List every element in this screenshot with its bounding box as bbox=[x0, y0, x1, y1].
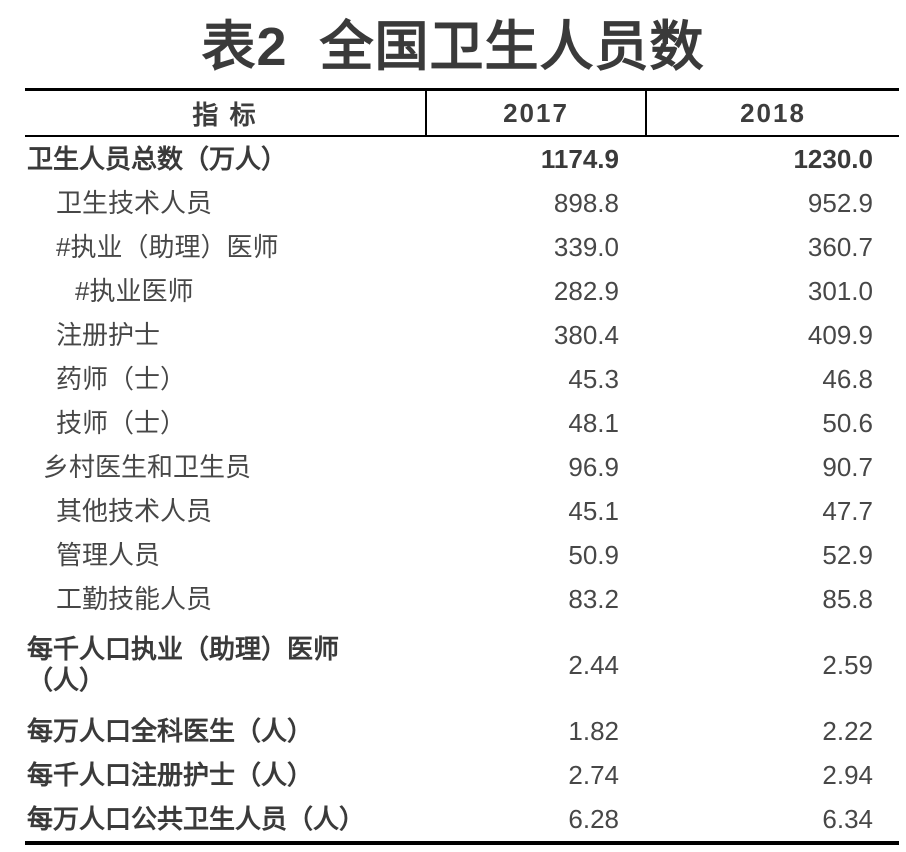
cell-2017-value: 2.44 bbox=[568, 649, 619, 680]
cell-2017-value: 45.3 bbox=[568, 363, 619, 394]
row-label: 每万人口公共卫生人员（人） bbox=[27, 803, 366, 834]
row-label: #执业（助理）医师 bbox=[56, 231, 279, 262]
cell-2018-value: 301.0 bbox=[807, 275, 873, 306]
table-row: 卫生技术人员 898.8 952.9 bbox=[25, 181, 899, 225]
health-personnel-table: 指 标 2017 2018 卫生人员总数（万人） 1174.9 1230.0 卫… bbox=[25, 88, 899, 845]
cell-2017-value: 48.1 bbox=[568, 407, 619, 438]
page-title: 表2 全国卫生人员数 bbox=[0, 2, 906, 81]
table-row: 每千人口执业（助理）医师 （人） 2.44 2.59 bbox=[25, 621, 899, 709]
row-label: 卫生人员总数（万人） bbox=[27, 143, 288, 174]
cell-2018-value: 47.7 bbox=[822, 495, 873, 526]
cell-2018-value: 1230.0 bbox=[793, 143, 873, 174]
table-row: 药师（士） 45.3 46.8 bbox=[25, 357, 899, 401]
cell-2017-value: 1174.9 bbox=[540, 143, 619, 174]
table-row: 卫生人员总数（万人） 1174.9 1230.0 bbox=[25, 137, 899, 181]
row-label: 管理人员 bbox=[56, 539, 161, 570]
row-label: 药师（士） bbox=[56, 363, 187, 394]
header-2018: 2018 bbox=[645, 91, 899, 135]
cell-2017-value: 83.2 bbox=[568, 583, 619, 614]
cell-2018-value: 409.9 bbox=[807, 319, 873, 350]
row-label: 其他技术人员 bbox=[56, 495, 213, 526]
cell-2017-value: 898.8 bbox=[553, 187, 619, 218]
cell-2018-value: 90.7 bbox=[822, 451, 873, 482]
cell-2018-value: 952.9 bbox=[807, 187, 873, 218]
cell-2017-value: 339.0 bbox=[553, 231, 619, 262]
table-body: 卫生人员总数（万人） 1174.9 1230.0 卫生技术人员 898.8 95… bbox=[25, 137, 899, 845]
title-prefix: 表2 bbox=[201, 17, 288, 77]
table-row: 工勤技能人员 83.2 85.8 bbox=[25, 577, 899, 621]
cell-2017-value: 282.9 bbox=[553, 275, 619, 306]
cell-2017-value: 96.9 bbox=[568, 451, 619, 482]
cell-2018-value: 50.6 bbox=[822, 407, 873, 438]
cell-2017-value: 1.82 bbox=[568, 715, 619, 746]
table-row: 乡村医生和卫生员 96.9 90.7 bbox=[25, 445, 899, 489]
table-row: 注册护士 380.4 409.9 bbox=[25, 313, 899, 357]
cell-2018-value: 46.8 bbox=[822, 363, 873, 394]
header-indicator: 指 标 bbox=[192, 99, 258, 130]
row-label: 技师（士） bbox=[56, 407, 187, 438]
cell-2017-value: 6.28 bbox=[568, 803, 619, 834]
row-label: 卫生技术人员 bbox=[56, 187, 213, 218]
table-row: 其他技术人员 45.1 47.7 bbox=[25, 489, 899, 533]
table-row: 每万人口公共卫生人员（人） 6.28 6.34 bbox=[25, 797, 899, 841]
row-label: 每千人口注册护士（人） bbox=[27, 759, 314, 790]
cell-2018-value: 2.22 bbox=[822, 715, 873, 746]
table-row: #执业医师 282.9 301.0 bbox=[25, 269, 899, 313]
row-label: 每千人口执业（助理）医师 （人） bbox=[27, 634, 340, 695]
cell-2018-value: 85.8 bbox=[822, 583, 873, 614]
row-label: 乡村医生和卫生员 bbox=[43, 451, 252, 482]
header-2017: 2017 bbox=[425, 91, 645, 135]
title-text: 全国卫生人员数 bbox=[319, 17, 705, 77]
table-row: 每万人口全科医生（人） 1.82 2.22 bbox=[25, 709, 899, 753]
cell-2018-value: 52.9 bbox=[822, 539, 873, 570]
table-row: 管理人员 50.9 52.9 bbox=[25, 533, 899, 577]
cell-2018-value: 2.59 bbox=[822, 649, 873, 680]
table-row: #执业（助理）医师 339.0 360.7 bbox=[25, 225, 899, 269]
cell-2017-value: 380.4 bbox=[553, 319, 619, 350]
row-label: 工勤技能人员 bbox=[56, 583, 213, 614]
table-row: 每千人口注册护士（人） 2.74 2.94 bbox=[25, 753, 899, 797]
cell-2017-value: 50.9 bbox=[568, 539, 619, 570]
table-header-row: 指 标 2017 2018 bbox=[25, 88, 899, 137]
cell-2017-value: 2.74 bbox=[568, 759, 619, 790]
row-label: 注册护士 bbox=[56, 319, 161, 350]
table-row: 技师（士） 48.1 50.6 bbox=[25, 401, 899, 445]
cell-2018-value: 6.34 bbox=[822, 803, 873, 834]
cell-2018-value: 360.7 bbox=[807, 231, 873, 262]
row-label: #执业医师 bbox=[75, 275, 194, 306]
cell-2017-value: 45.1 bbox=[568, 495, 619, 526]
cell-2018-value: 2.94 bbox=[822, 759, 873, 790]
row-label: 每万人口全科医生（人） bbox=[27, 715, 314, 746]
